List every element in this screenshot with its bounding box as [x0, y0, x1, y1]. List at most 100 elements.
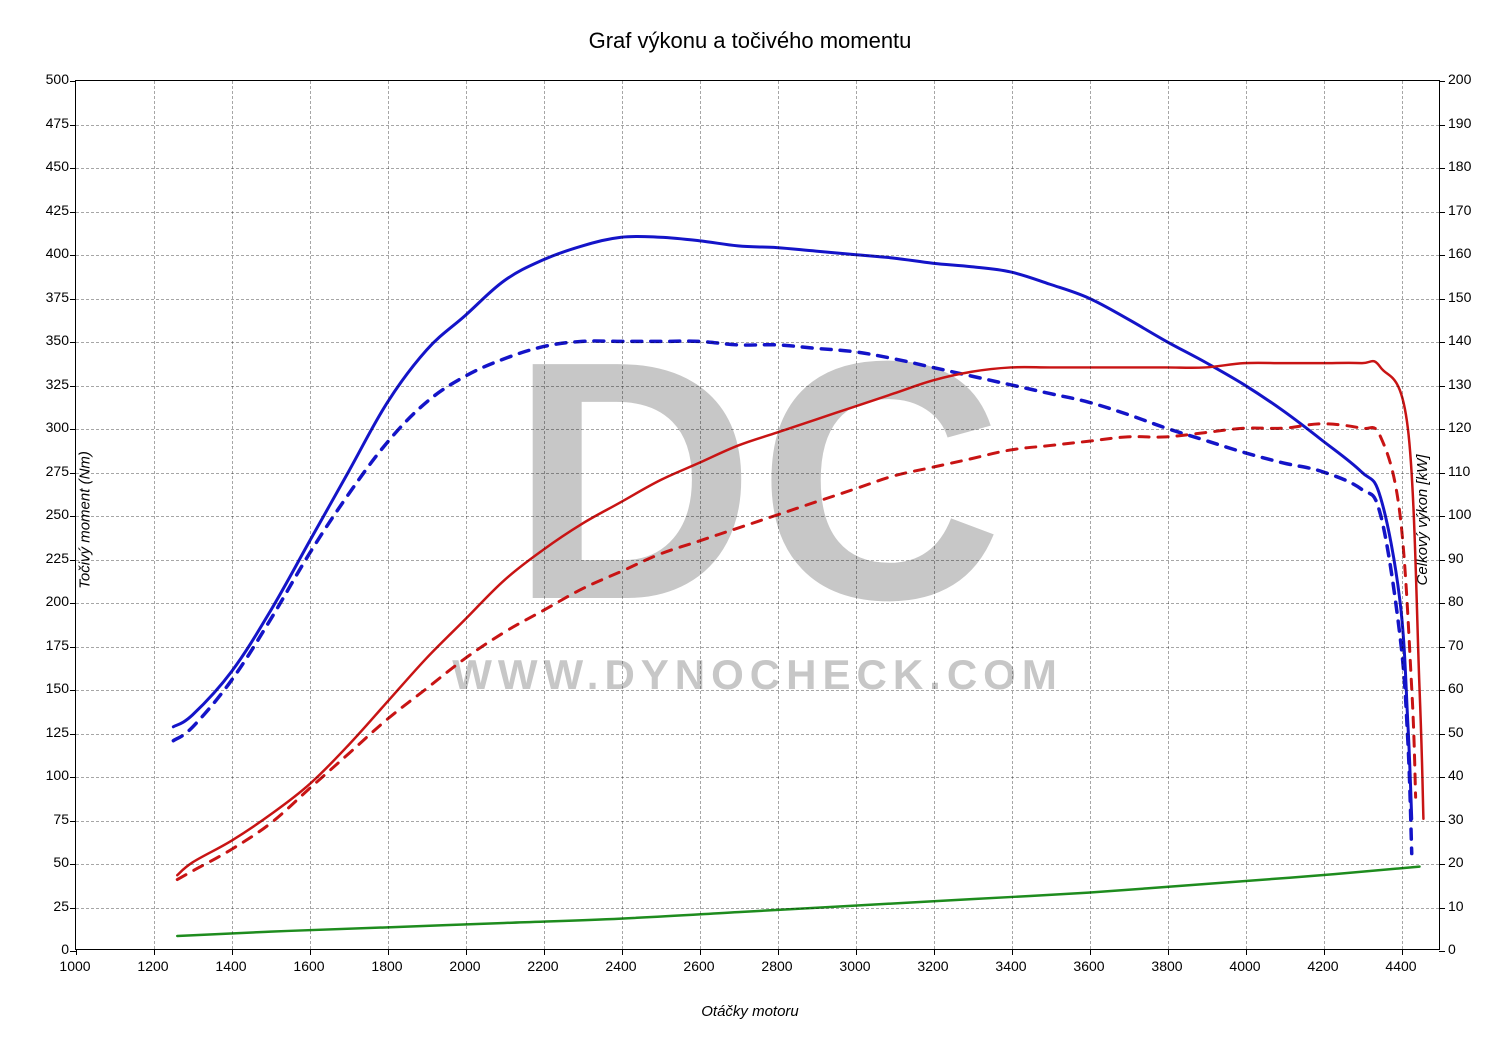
y-right-tick-label: 180 [1448, 158, 1488, 174]
gridline-horizontal [76, 516, 1439, 517]
tickmark-y-right [1439, 81, 1445, 82]
tickmark-y-left [70, 255, 76, 256]
y-right-tick-label: 70 [1448, 637, 1488, 653]
tickmark-y-left [70, 168, 76, 169]
tickmark-y-left [70, 734, 76, 735]
series-power_stock [177, 424, 1415, 880]
gridline-horizontal [76, 603, 1439, 604]
tickmark-y-left [70, 516, 76, 517]
y-left-tick-label: 150 [29, 680, 69, 696]
tickmark-y-left [70, 864, 76, 865]
x-tick-label: 3200 [908, 958, 958, 974]
tickmark-y-right [1439, 951, 1445, 952]
tickmark-y-left [70, 473, 76, 474]
tickmark-x [154, 949, 155, 955]
x-tick-label: 2200 [518, 958, 568, 974]
tickmark-y-right [1439, 168, 1445, 169]
tickmark-x [778, 949, 779, 955]
tickmark-y-right [1439, 516, 1445, 517]
tickmark-x [466, 949, 467, 955]
y-right-tick-label: 200 [1448, 71, 1488, 87]
x-tick-label: 1800 [362, 958, 412, 974]
y-right-tick-label: 40 [1448, 767, 1488, 783]
y-right-tick-label: 80 [1448, 593, 1488, 609]
y-left-tick-label: 450 [29, 158, 69, 174]
gridline-horizontal [76, 125, 1439, 126]
y-left-tick-label: 300 [29, 419, 69, 435]
tickmark-y-right [1439, 647, 1445, 648]
tickmark-y-left [70, 647, 76, 648]
x-tick-label: 2800 [752, 958, 802, 974]
x-tick-label: 1000 [50, 958, 100, 974]
series-torque_tuned [173, 236, 1411, 818]
y-right-tick-label: 30 [1448, 811, 1488, 827]
tickmark-y-right [1439, 864, 1445, 865]
y-right-tick-label: 170 [1448, 202, 1488, 218]
x-tick-label: 3000 [830, 958, 880, 974]
gridline-horizontal [76, 429, 1439, 430]
gridline-horizontal [76, 342, 1439, 343]
tickmark-x [232, 949, 233, 955]
tickmark-y-right [1439, 429, 1445, 430]
tickmark-y-right [1439, 821, 1445, 822]
gridline-horizontal [76, 386, 1439, 387]
y-right-tick-label: 140 [1448, 332, 1488, 348]
tickmark-y-right [1439, 299, 1445, 300]
tickmark-y-right [1439, 386, 1445, 387]
x-tick-label: 4400 [1376, 958, 1426, 974]
tickmark-x [1246, 949, 1247, 955]
gridline-horizontal [76, 255, 1439, 256]
chart-title: Graf výkonu a točivého momentu [0, 28, 1500, 54]
tickmark-y-left [70, 81, 76, 82]
x-tick-label: 4000 [1220, 958, 1270, 974]
gridline-horizontal [76, 473, 1439, 474]
tickmark-y-left [70, 690, 76, 691]
y-left-tick-label: 425 [29, 202, 69, 218]
tickmark-y-right [1439, 125, 1445, 126]
tickmark-x [622, 949, 623, 955]
tickmark-x [700, 949, 701, 955]
y-left-tick-label: 500 [29, 71, 69, 87]
y-right-tick-label: 20 [1448, 854, 1488, 870]
tickmark-x [76, 949, 77, 955]
chart-container: Graf výkonu a točivého momentu Točivý mo… [0, 0, 1500, 1040]
y-right-tick-label: 60 [1448, 680, 1488, 696]
gridline-horizontal [76, 560, 1439, 561]
gridline-horizontal [76, 212, 1439, 213]
y-left-tick-label: 25 [29, 898, 69, 914]
gridline-horizontal [76, 734, 1439, 735]
y-left-tick-label: 275 [29, 463, 69, 479]
gridline-horizontal [76, 647, 1439, 648]
tickmark-y-left [70, 386, 76, 387]
tickmark-y-left [70, 429, 76, 430]
x-tick-label: 1200 [128, 958, 178, 974]
tickmark-y-right [1439, 255, 1445, 256]
x-tick-label: 1400 [206, 958, 256, 974]
y-left-tick-label: 350 [29, 332, 69, 348]
tickmark-y-right [1439, 603, 1445, 604]
x-tick-label: 2600 [674, 958, 724, 974]
x-tick-label: 3400 [986, 958, 1036, 974]
tickmark-y-left [70, 560, 76, 561]
y-left-tick-label: 50 [29, 854, 69, 870]
y-left-tick-label: 125 [29, 724, 69, 740]
tickmark-y-right [1439, 212, 1445, 213]
y-left-tick-label: 225 [29, 550, 69, 566]
tickmark-y-left [70, 603, 76, 604]
series-losses [177, 867, 1419, 936]
x-tick-label: 1600 [284, 958, 334, 974]
y-left-tick-label: 250 [29, 506, 69, 522]
tickmark-y-left [70, 212, 76, 213]
x-tick-label: 3600 [1064, 958, 1114, 974]
y-left-tick-label: 75 [29, 811, 69, 827]
tickmark-x [310, 949, 311, 955]
tickmark-x [1402, 949, 1403, 955]
x-axis-label: Otáčky motoru [0, 1003, 1500, 1020]
plot-area: DC WWW.DYNOCHECK.COM [75, 80, 1440, 950]
tickmark-y-right [1439, 777, 1445, 778]
tickmark-y-right [1439, 908, 1445, 909]
tickmark-x [1168, 949, 1169, 955]
y-right-tick-label: 130 [1448, 376, 1488, 392]
series-power_tuned [177, 361, 1423, 875]
y-left-tick-label: 175 [29, 637, 69, 653]
